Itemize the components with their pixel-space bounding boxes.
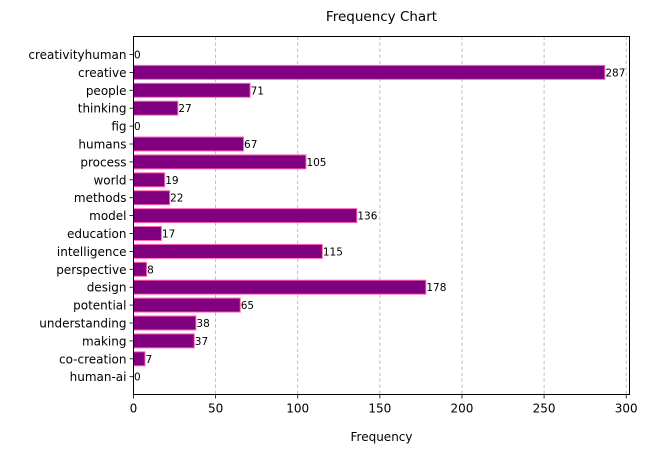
x-tick-label: 300 <box>615 402 638 416</box>
category-label: creativityhuman <box>28 48 126 62</box>
category-label: human-ai <box>70 370 127 384</box>
bar <box>133 100 179 116</box>
category-label: process <box>80 155 126 169</box>
bar-value-label: 22 <box>170 193 183 205</box>
bar-value-label: 136 <box>357 211 377 223</box>
bar-value-label: 0 <box>134 372 141 384</box>
bar-value-label: 178 <box>426 282 446 294</box>
bar-value-label: 65 <box>241 300 254 312</box>
x-tick-label: 250 <box>533 402 556 416</box>
bar-value-label: 105 <box>306 157 326 169</box>
bar-value-label: 7 <box>145 354 152 366</box>
bar-value-label: 27 <box>178 103 191 115</box>
bar <box>133 315 197 331</box>
x-tick-label: 150 <box>368 402 391 416</box>
x-tick-label: 0 <box>130 402 138 416</box>
x-ticks: 0 50 100 150 200 250 300 <box>130 394 638 416</box>
bar <box>133 154 307 170</box>
bar-value-label: 0 <box>134 121 141 133</box>
bar <box>133 190 171 206</box>
category-label: model <box>89 209 126 223</box>
category-label: design <box>87 281 127 295</box>
plot-frame <box>133 36 630 395</box>
x-tick-label: 100 <box>286 402 309 416</box>
category-label: thinking <box>78 102 127 116</box>
bar-value-label: 287 <box>605 67 625 79</box>
bar <box>133 279 427 295</box>
bar-value-label: 71 <box>251 85 264 97</box>
bar <box>133 136 245 152</box>
bar <box>133 226 162 241</box>
category-label: fig <box>111 120 126 134</box>
bar <box>133 297 241 313</box>
bar-value-label: 0 <box>134 50 141 62</box>
bar-value-label: 115 <box>323 246 343 258</box>
category-label: people <box>86 84 127 98</box>
category-label: potential <box>73 299 126 313</box>
bar <box>133 261 148 277</box>
category-labels: creativityhuman creative people thinking fig… <box>28 48 134 384</box>
category-label: making <box>82 334 127 348</box>
bar <box>133 82 251 98</box>
category-label: perspective <box>56 263 126 277</box>
bar-value-label: 17 <box>162 229 175 241</box>
category-label: world <box>93 173 126 187</box>
x-tick-label: 50 <box>208 402 223 416</box>
category-label: understanding <box>39 317 126 331</box>
bar <box>133 351 146 367</box>
x-tick-label: 200 <box>451 402 474 416</box>
bar <box>133 64 606 80</box>
bar-value-label: 67 <box>244 139 257 151</box>
bar-value-label: 38 <box>196 318 209 330</box>
category-label: co-creation <box>59 352 126 366</box>
x-axis-label: Frequency <box>351 430 413 444</box>
bar-value-label: 19 <box>165 175 178 187</box>
bar-value-label: 37 <box>195 336 208 348</box>
category-label: creative <box>78 66 127 80</box>
bar <box>133 208 358 224</box>
category-label: education <box>67 227 127 241</box>
bar <box>133 333 195 349</box>
bar-value-label: 8 <box>147 264 154 276</box>
bar <box>133 172 166 188</box>
category-label: methods <box>74 191 127 205</box>
bar <box>133 243 323 259</box>
category-label: intelligence <box>57 245 127 259</box>
chart-title: Frequency Chart <box>326 9 437 25</box>
category-label: humans <box>78 138 126 152</box>
